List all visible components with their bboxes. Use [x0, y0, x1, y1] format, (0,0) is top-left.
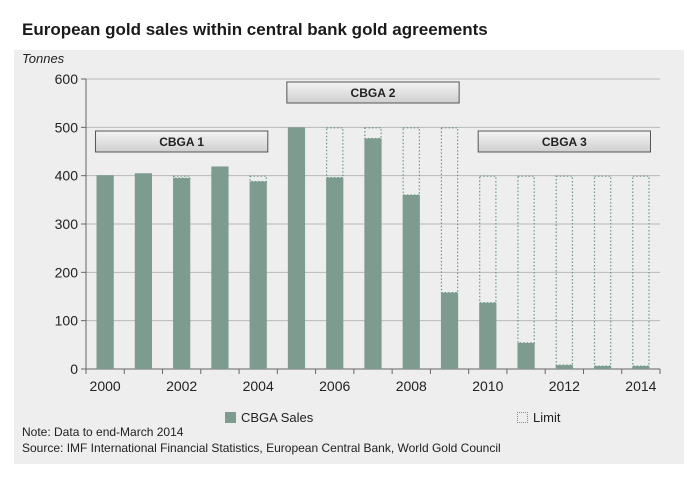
bar-sales — [402, 195, 420, 369]
y-tick-label: 300 — [55, 216, 79, 232]
bar-sales — [440, 292, 459, 369]
bar-sales — [287, 127, 306, 369]
agreement-box — [477, 130, 651, 153]
bar-limit — [593, 175, 612, 367]
agreement-box — [286, 81, 460, 104]
legend-swatch-limit — [517, 412, 528, 423]
x-tick-label: 2002 — [166, 378, 197, 394]
bar-limit — [364, 127, 382, 140]
bar-limit — [479, 175, 497, 304]
x-tick-label: 2012 — [549, 378, 580, 394]
agreement-text: CBGA 1 — [159, 135, 204, 149]
y-tick-label: 200 — [55, 264, 79, 280]
chart-title: European gold sales within central bank … — [22, 20, 488, 39]
bar-sales — [249, 181, 267, 369]
agreement-text: CBGA 2 — [351, 86, 396, 100]
bar-sales — [326, 177, 344, 369]
bar-sales — [173, 178, 191, 369]
bar-limit — [632, 175, 650, 367]
bar-sales — [593, 366, 612, 369]
bar-limit — [402, 127, 420, 196]
y-tick-label: 500 — [55, 119, 79, 135]
y-axis-label: Tonnes — [22, 51, 65, 66]
bar-sales — [96, 175, 114, 369]
bar-limit — [249, 175, 267, 183]
bar-sales — [555, 365, 573, 369]
agreement-text: CBGA 3 — [542, 135, 587, 149]
bar-sales — [364, 138, 382, 369]
x-tick-label: 2008 — [396, 378, 427, 394]
agreement-label-2: CBGA 2 — [286, 81, 460, 104]
bar-limit — [517, 175, 535, 344]
bar-limit — [172, 175, 191, 179]
y-tick-label: 0 — [70, 361, 78, 377]
x-tick-label: 2000 — [90, 378, 121, 394]
chart-note: Note: Data to end-March 2014 — [22, 425, 184, 439]
agreement-box — [95, 130, 269, 153]
bar-limit — [326, 127, 344, 179]
x-tick-label: 2010 — [472, 378, 503, 394]
agreement-label-3: CBGA 3 — [477, 130, 651, 153]
chart-source: Source: IMF International Financial Stat… — [22, 441, 501, 455]
bar-sales — [479, 302, 497, 369]
bar-sales — [211, 166, 229, 369]
bar-sales — [517, 342, 535, 369]
bar-limit — [440, 127, 459, 294]
y-tick-label: 600 — [55, 71, 79, 87]
bar-sales — [632, 366, 650, 369]
bar-sales — [134, 173, 153, 369]
x-tick-label: 2014 — [625, 378, 656, 394]
agreement-label-1: CBGA 1 — [95, 130, 269, 153]
legend-swatch-sales — [225, 412, 236, 423]
bar-limit — [555, 175, 574, 366]
legend-label-limit: Limit — [533, 410, 561, 425]
legend-label-sales: CBGA Sales — [241, 410, 314, 425]
legend-item-sales: CBGA Sales — [225, 410, 313, 425]
x-tick-label: 2006 — [319, 378, 350, 394]
x-tick-label: 2004 — [243, 378, 274, 394]
legend-item-limit: Limit — [517, 410, 560, 425]
y-tick-label: 100 — [55, 313, 79, 329]
y-tick-label: 400 — [55, 168, 79, 184]
chart-area — [14, 50, 684, 464]
